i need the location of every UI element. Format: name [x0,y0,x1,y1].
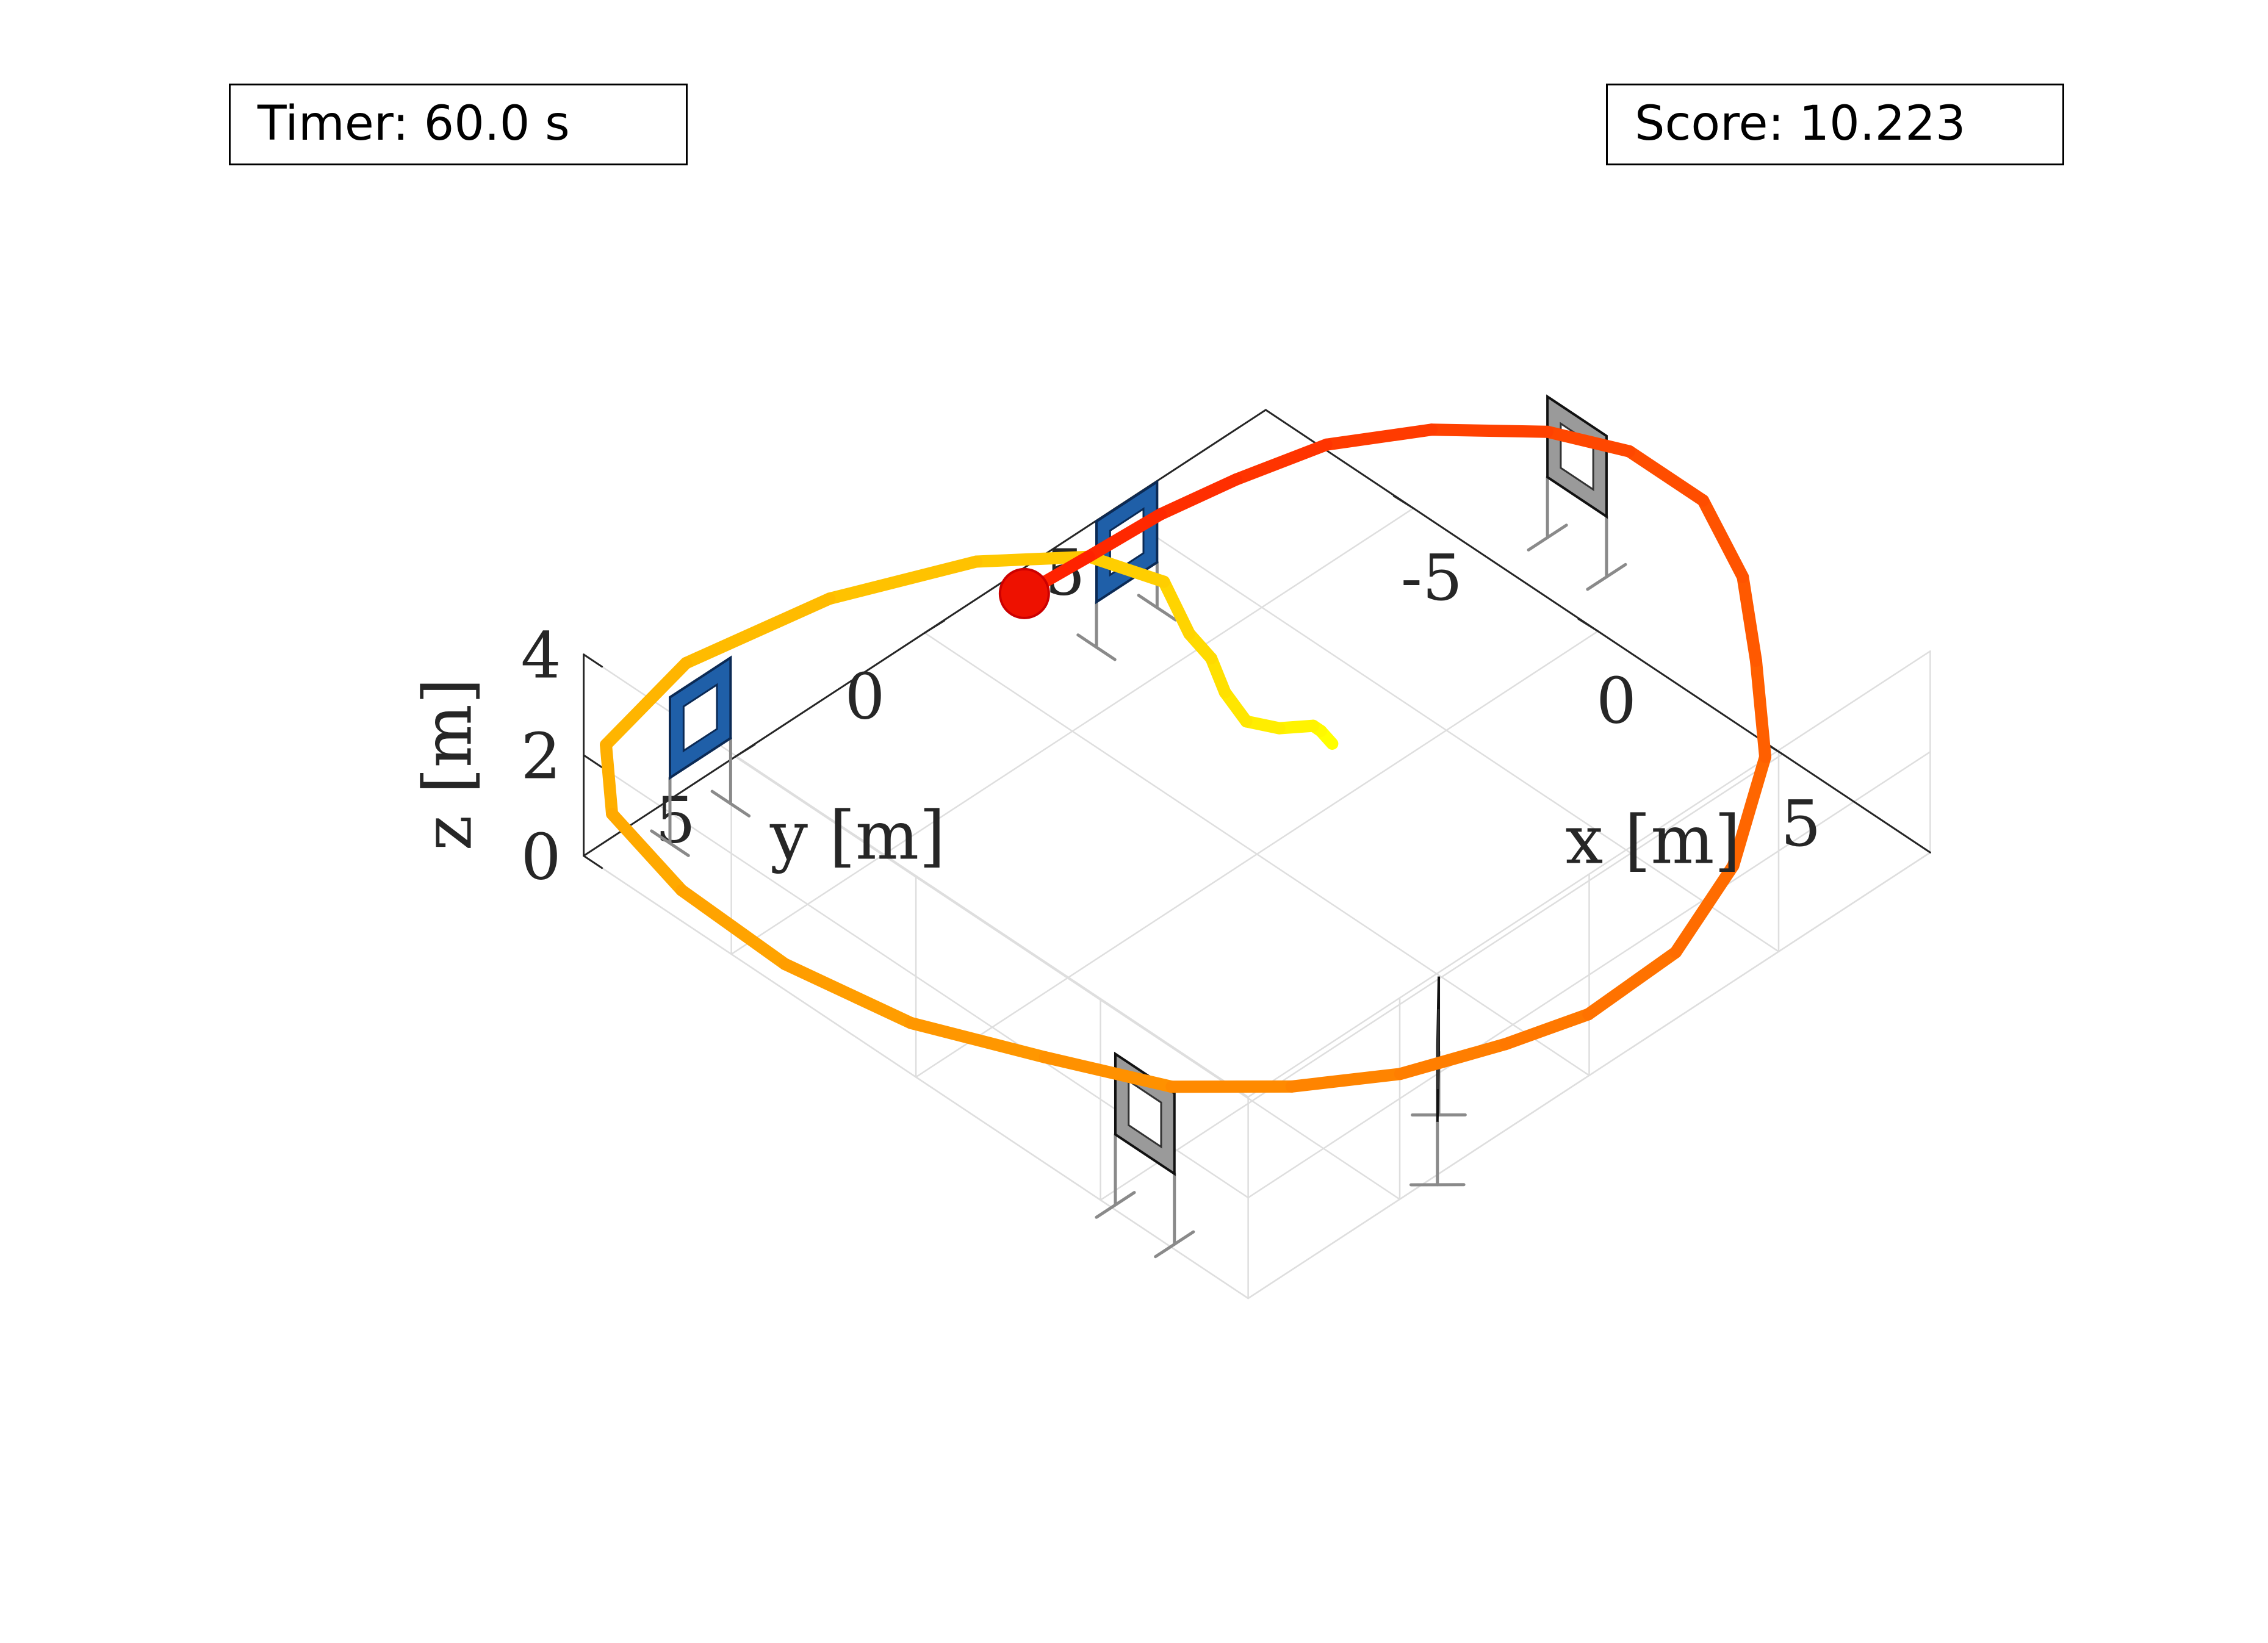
grid-line-wall-z [1247,852,1931,1300]
gate-foot [650,829,690,857]
trajectory-segment [823,555,983,605]
score-label: Score: 10.223 [1635,96,1966,151]
trajectory-segment [680,592,836,669]
trajectory-segment [970,550,1095,568]
trajectory-segment [1697,494,1749,583]
current-position-marker [998,567,1050,619]
trajectory-segment [1157,575,1196,640]
trajectory-segment [779,958,917,1029]
trajectory-segment [1154,473,1242,520]
z-tick-label: 0 [521,820,561,894]
grid-line-wall-z [583,855,1249,1300]
z-tick [583,653,603,668]
z-axis-title: z [m] [409,678,487,850]
x-tick-label: 5 [1780,786,1821,861]
gate-foot [1137,594,1178,622]
trajectory-segment [904,1016,1051,1063]
trajectory-segment [1499,1008,1595,1051]
gate-foot [1076,633,1117,661]
z-tick-label: 2 [521,719,561,794]
y-tick-label: 5 [655,783,696,857]
y-tick [734,743,756,758]
gate-foot [1095,1191,1136,1219]
z-tick [583,855,603,869]
grid-line-wall-z [1247,650,1931,1098]
x-tick-label: -5 [1401,541,1463,615]
trajectory-segment [1541,425,1636,458]
y-tick-label: 0 [844,659,885,733]
trajectory-segment [600,738,619,821]
timer-label: Timer: 60.0 s [257,96,570,151]
trajectory-segment [675,884,791,971]
gate-blue-square [650,655,751,857]
trajectory-segment [1582,946,1682,1021]
trajectory-segment [1285,1068,1406,1093]
trajectory-segment [600,656,693,751]
trajectory [600,423,1772,1093]
x-axis-title: x [m] [1565,801,1740,879]
trajectory-segment [606,808,688,897]
trajectory-segment [1727,750,1772,872]
grid-line-floor-y [924,632,1590,1076]
trajectory-segment [1039,1051,1178,1093]
x-tick [1392,495,1414,509]
grid-line-wall-z [1247,751,1931,1199]
trajectory-segment [1320,423,1438,451]
trajectory-segment [1082,550,1170,588]
x-tick-label: 0 [1596,664,1636,738]
y-tick [924,619,945,634]
gate-thin-gray [1527,394,1627,591]
timer-display: Timer: 60.0 s [229,84,688,165]
gate-wide-gray [1409,976,1467,1187]
trajectory-segment [1749,655,1772,763]
z-tick [583,754,603,769]
grid-lines [583,507,1931,1300]
y-axis-title: y [m] [769,796,945,874]
gate-foot [1586,563,1627,591]
gate-foot [710,789,751,818]
grid-line-floor-y [1113,508,1780,952]
gate-opening [1128,1079,1162,1149]
gate-foot [1154,1230,1195,1259]
trajectory-segment [1205,652,1231,699]
z-tick-label: 4 [521,619,561,693]
trajectory-segment [1425,423,1553,438]
gate-foot [1527,523,1568,552]
grid-line-floor-y [734,756,1401,1200]
trajectory-segment [1394,1038,1512,1080]
score-display: Score: 10.223 [1606,84,2064,165]
gate-opening [682,683,718,753]
trajectory-segment [1737,570,1762,667]
trajectory-segment [1669,859,1740,958]
axis-labels: x [m] y [m] z [m] [409,678,1741,879]
trajectory-segment [1623,445,1710,507]
trajectory-segment [1229,438,1333,486]
gates [650,394,1627,1259]
x-tick [1577,618,1599,633]
trajectory-segment [1082,508,1167,563]
current-position [998,567,1050,619]
